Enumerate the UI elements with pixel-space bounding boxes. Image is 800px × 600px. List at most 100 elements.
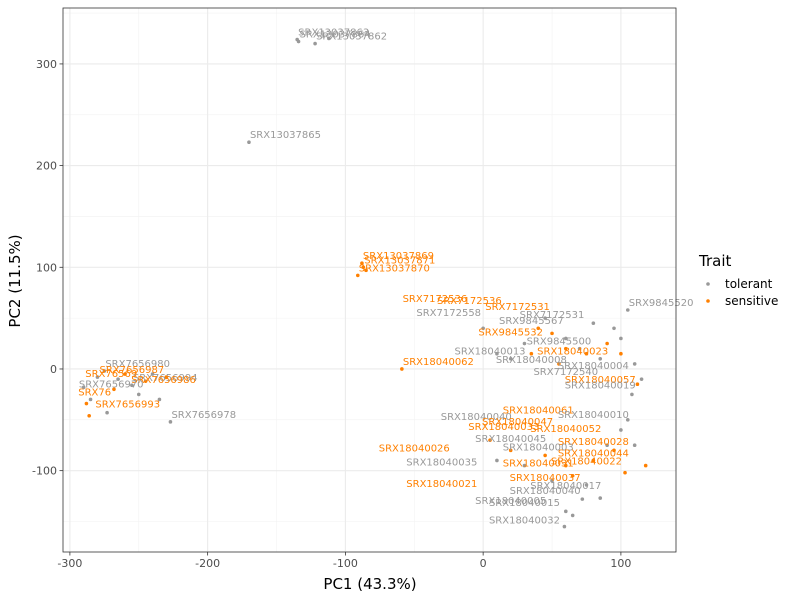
data-point-sensitive [543, 453, 547, 458]
cluster-label-tolerant: SRX18040032 [489, 516, 560, 527]
point-label-tolerant: SRX9845520 [629, 298, 694, 309]
data-point-tolerant [102, 369, 107, 373]
data-point-sensitive [400, 367, 404, 371]
data-point-tolerant [550, 479, 554, 483]
legend: Trait tolerant sensitive [698, 252, 778, 308]
cluster-label-tolerant: SRX18040004 [558, 361, 629, 372]
data-point-sensitive [355, 273, 360, 278]
cluster-label-tolerant: SRX18040019 [565, 380, 636, 391]
y-axis-ticks: -100 0 100 200 300 [32, 58, 63, 478]
cluster-label-sensitive: SRX7172536 [403, 294, 468, 305]
cluster-label-sensitive: SRX7172531 [485, 302, 550, 313]
point-label-sensitive: SRX13037870 [359, 263, 430, 274]
data-point-tolerant [625, 308, 630, 312]
data-point-tolerant [522, 341, 527, 346]
data-point-sensitive [360, 261, 364, 266]
data-point-tolerant [157, 397, 162, 402]
data-point-sensitive [143, 379, 148, 383]
data-point-tolerant [562, 524, 567, 529]
cluster-label-sensitive: SRX18040037 [510, 473, 581, 484]
cluster-label-tolerant: SRX18040008 [496, 355, 567, 366]
cluster-label-tolerant: SRX18040040 [441, 412, 512, 423]
panel-border [62, 7, 677, 553]
data-point-sensitive [529, 351, 534, 356]
cluster-label-sensitive: SRX7172536 [437, 296, 502, 307]
data-point-sensitive [643, 463, 648, 468]
point-label-tolerant: SRX7656978 [171, 410, 236, 421]
data-point-tolerant [150, 372, 155, 376]
data-point-tolerant [619, 428, 623, 432]
data-point-tolerant [598, 357, 603, 361]
cluster-label-sensitive: SRX7656993 [95, 400, 160, 411]
legend-label-sensitive: sensitive [725, 294, 778, 308]
point-label-sensitive: SRX13037869 [363, 251, 434, 262]
y-tick-label: -100 [32, 465, 57, 478]
data-point-tolerant [563, 336, 568, 341]
data-point-sensitive [550, 331, 554, 336]
data-point-tolerant [481, 326, 485, 331]
cluster-label-tolerant: SRX7172558 [416, 308, 481, 319]
data-point-tolerant [313, 41, 317, 46]
data-point-sensitive [87, 413, 91, 418]
data-point-tolerant [296, 39, 301, 44]
data-points [81, 36, 648, 529]
data-point-tolerant [577, 346, 582, 351]
data-point-sensitive [612, 448, 616, 453]
data-point-sensitive [364, 268, 368, 273]
cluster-label-sensitive: SRX18040033 [468, 422, 539, 433]
data-point-tolerant [584, 483, 589, 487]
cluster-label-tolerant: SRX18040005 [475, 496, 546, 507]
point-label-tolerant: SRX7656994 [133, 373, 198, 384]
data-point-tolerant [612, 326, 616, 331]
cluster-label-sensitive: SRX76569 [85, 369, 137, 380]
cluster-label-tolerant: SRX7172540 [533, 367, 598, 378]
x-tick-label: 100 [610, 557, 631, 570]
cluster-label-sensitive: SRX18040028 [558, 437, 629, 448]
legend-key-sensitive [706, 299, 710, 303]
y-tick-label: 100 [36, 261, 57, 274]
data-point-sensitive [563, 346, 568, 351]
data-point-sensitive [123, 372, 127, 376]
data-point-tolerant [625, 418, 630, 422]
data-point-tolerant [630, 392, 634, 397]
data-point-sensitive [570, 473, 575, 478]
cluster-label-sensitive: SRX9845532 [478, 327, 543, 338]
cluster-label-sensitive: SRX18040057 [565, 375, 636, 386]
data-point-sensitive [623, 470, 627, 475]
data-point-sensitive [605, 341, 609, 346]
point-label-sensitive: SRX13037871 [364, 255, 435, 266]
x-tick-label: -300 [57, 557, 82, 570]
cluster-label-tolerant: SRX18040045 [475, 434, 546, 445]
cluster-label-tolerant: SRX18040040 [510, 486, 581, 497]
cluster-label-sensitive: SRX18040022 [551, 457, 622, 468]
x-tick-label: 0 [480, 557, 487, 570]
cluster-label-tolerant: SRX9845567 [499, 316, 564, 327]
cluster-label-sensitive: SRX18040023 [537, 347, 608, 358]
cluster-label-sensitive: SRX18040026 [379, 443, 450, 454]
y-tick-label: 300 [36, 58, 57, 71]
point-label-tolerant: SRX13037865 [250, 130, 321, 141]
cluster-label-tolerant: SRX7656970 [79, 379, 144, 390]
data-point-tolerant [247, 140, 251, 145]
data-point-tolerant [563, 509, 568, 514]
x-tick-label: -200 [195, 557, 220, 570]
data-point-tolerant [543, 316, 547, 320]
cluster-label-sensitive: SRX7656986 [131, 375, 196, 386]
data-point-tolerant [495, 351, 499, 356]
data-point-tolerant [632, 443, 637, 448]
data-point-tolerant [105, 410, 109, 415]
data-point-tolerant [522, 463, 527, 468]
cluster-label-sensitive: SRX18040044 [558, 448, 629, 459]
data-point-sensitive [563, 463, 568, 468]
x-axis-ticks: -300 -200 -100 0 100 [57, 552, 631, 570]
major-gridlines [63, 8, 676, 552]
cluster-label-sensitive: SRX18040031 [503, 459, 574, 470]
data-point-sensitive [536, 326, 541, 331]
cluster-label-tolerant: SRX18040017 [530, 481, 601, 492]
data-point-tolerant [136, 392, 141, 397]
legend-label-tolerant: tolerant [725, 277, 773, 291]
legend-key-tolerant [706, 282, 710, 286]
data-point-sensitive [488, 438, 492, 442]
point-label-tolerant: SRX13037863 [298, 28, 369, 39]
